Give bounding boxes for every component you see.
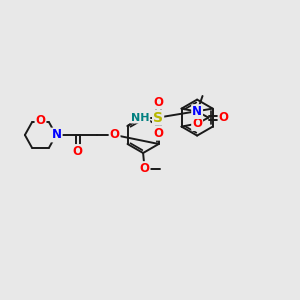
Text: O: O [192,117,202,130]
Text: O: O [153,127,163,140]
Text: O: O [140,162,150,175]
Text: O: O [73,145,83,158]
Text: O: O [35,114,46,128]
Text: O: O [110,128,120,142]
Text: O: O [153,95,163,109]
Text: N: N [52,128,62,142]
Text: NH: NH [131,112,149,123]
Text: N: N [192,105,202,118]
Text: O: O [218,111,229,124]
Text: S: S [153,111,163,124]
